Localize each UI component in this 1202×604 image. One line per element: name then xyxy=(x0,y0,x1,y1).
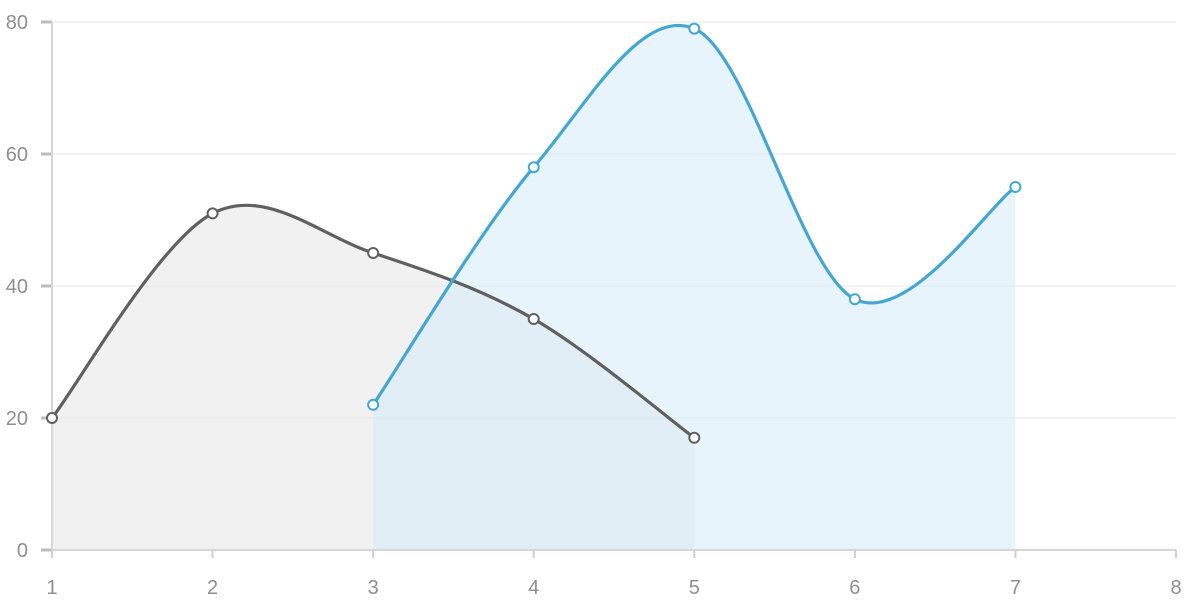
axes xyxy=(41,20,1177,558)
x-tick-label: 6 xyxy=(849,577,860,599)
x-tick-label: 8 xyxy=(1170,577,1181,599)
series-2-area xyxy=(373,25,1016,550)
y-tick-label: 20 xyxy=(6,408,28,430)
x-tick-label: 7 xyxy=(1010,577,1021,599)
series-1-point[interactable] xyxy=(367,247,380,259)
series-points xyxy=(46,22,1022,444)
series-2-point[interactable] xyxy=(367,398,380,411)
x-tick-label: 2 xyxy=(207,577,218,599)
x-tick-label: 1 xyxy=(46,577,57,599)
series-1-point[interactable] xyxy=(527,313,540,325)
series-1-point[interactable] xyxy=(688,431,701,444)
x-tick-label: 5 xyxy=(689,577,700,599)
series-fills xyxy=(52,25,1016,551)
series-1-point[interactable] xyxy=(206,207,219,220)
series-2-point[interactable] xyxy=(688,22,701,35)
y-tick-label: 40 xyxy=(6,276,28,298)
series-2-point[interactable] xyxy=(1009,181,1022,193)
tick-labels: 0 20 40 60 80 1 2 3 4 5 6 7 8 xyxy=(6,12,1182,599)
x-tick-label: 3 xyxy=(368,577,379,599)
x-tick-label: 4 xyxy=(528,577,539,599)
y-tick-label: 80 xyxy=(6,12,28,34)
y-tick-label: 60 xyxy=(6,144,28,166)
series-2-point[interactable] xyxy=(848,293,861,306)
series-1-point[interactable] xyxy=(46,412,58,424)
y-tick-label: 0 xyxy=(17,540,28,562)
series-2-point[interactable] xyxy=(527,161,540,174)
